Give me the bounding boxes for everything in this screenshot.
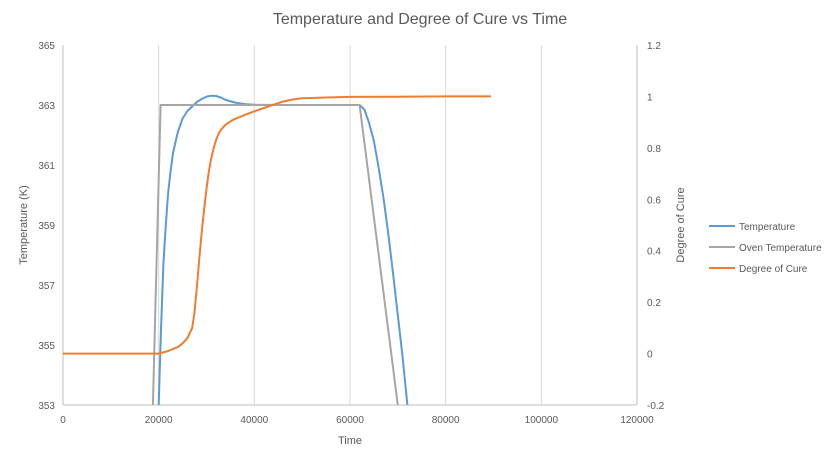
y-tick-label: 355 [38,341,55,352]
axes [62,45,638,406]
x-tick-label: 80000 [432,415,460,426]
x-tick-label: 120000 [620,415,654,426]
y2-tick-label: 0.8 [647,144,661,155]
y-tick-label: 359 [38,221,55,232]
grid [62,45,638,405]
y-tick-label: 363 [38,101,55,112]
x-tick-label: 40000 [240,415,268,426]
y2-tick-label: 0 [647,350,653,361]
tick-labels: 0 20000 40000 60000 80000 100000 120000 353 355 3… [38,41,664,426]
chart-title: Temperature and Degree of Cure vs Time [273,11,567,28]
x-tick-label: 20000 [145,415,173,426]
x-axis-label: Time [338,435,362,447]
series-line-degree-of-cure [63,95,492,355]
x-tick-label: 0 [60,415,66,426]
x-tick-label: 100000 [525,415,559,426]
y-axis-label: Temperature (K) [18,185,30,264]
x-tick-label: 60000 [336,415,364,426]
legend: Temperature Oven Temperature Degree of Cur… [709,222,822,275]
y2-tick-label: -0.2 [647,401,665,412]
y2-tick-label: 0.6 [647,195,661,206]
series-line-temperature [157,94,409,405]
series-group [63,94,492,405]
legend-label: Oven Temperature [739,243,822,254]
y2-tick-label: 0.4 [647,247,661,258]
legend-label: Temperature [739,222,796,233]
y-tick-label: 357 [38,281,55,292]
y2-tick-label: 1.2 [647,41,661,52]
y-tick-label: 353 [38,401,55,412]
y-tick-label: 365 [38,41,55,52]
series-line-oven-temperature [151,104,399,405]
y2-axis-label: Degree of Cure [675,187,687,262]
y2-tick-label: 0.2 [647,298,661,309]
legend-label: Degree of Cure [739,264,808,275]
plot-area [63,94,492,405]
y2-tick-label: 1 [647,92,653,103]
y-tick-label: 361 [38,161,55,172]
